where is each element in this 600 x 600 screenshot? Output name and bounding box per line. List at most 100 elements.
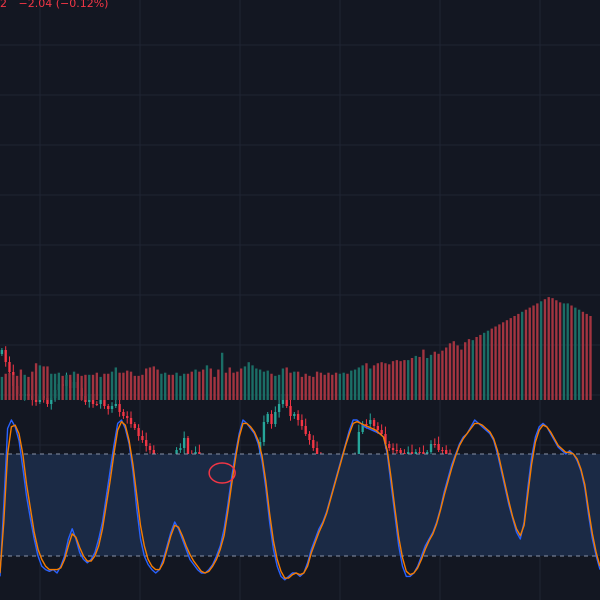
volume-bar [399, 361, 402, 400]
volume-bar [539, 301, 543, 400]
volume-bar [346, 373, 349, 400]
volume-bar [467, 339, 471, 400]
volume-bar [262, 371, 266, 400]
volume-bar [0, 376, 4, 400]
volume-bar [296, 371, 300, 400]
candle-body [429, 444, 433, 452]
volume-bar [183, 373, 186, 400]
volume-bar [239, 368, 243, 400]
volume-bar [437, 353, 440, 400]
volume-bar [422, 349, 425, 400]
volume-bar [395, 360, 399, 400]
volume-bar [76, 373, 80, 400]
volume-bar [179, 375, 182, 400]
volume-bar [137, 375, 140, 400]
candle-body [118, 404, 121, 412]
volume-bar [308, 375, 311, 400]
volume-bar [50, 373, 53, 400]
candle-body [308, 434, 311, 440]
volume-bar [323, 374, 326, 400]
price-change: −2.04 (−0.12%) [18, 0, 109, 10]
candle-body [410, 452, 414, 454]
volume-bar [201, 369, 205, 400]
volume-bar [570, 305, 573, 400]
volume-bar [148, 367, 152, 400]
candle-body [391, 448, 395, 450]
volume-bar [194, 369, 197, 400]
volume-bar [126, 370, 129, 400]
candle-body [300, 420, 304, 426]
volume-bar [53, 373, 57, 400]
volume-bar [551, 298, 554, 400]
volume-bar [103, 373, 106, 400]
candle-body [426, 452, 429, 454]
volume-bar [277, 374, 281, 400]
volume-bar [266, 370, 269, 400]
volume-bar [300, 376, 304, 400]
volume-bar [528, 307, 531, 400]
volume-bar [331, 374, 334, 400]
volume-bar [258, 369, 262, 400]
volume-bar [315, 371, 319, 400]
volume-bar [555, 300, 558, 400]
volume-bar [452, 341, 455, 400]
volume-bar [494, 326, 497, 400]
volume-bar [391, 361, 395, 400]
candle-body [145, 440, 148, 446]
candle-body [141, 436, 144, 440]
volume-bar [247, 362, 250, 400]
volume-bar [175, 372, 178, 400]
volume-bar [217, 369, 220, 400]
volume-bar [80, 375, 83, 400]
candle-body [274, 412, 277, 424]
price-header: 2 −2.04 (−0.12%) [0, 0, 116, 10]
volume-bar [186, 373, 190, 400]
volume-bar [88, 374, 91, 400]
candle-body [183, 438, 186, 448]
volume-series [0, 297, 592, 400]
volume-bar [167, 374, 171, 400]
volume-bar [498, 324, 501, 400]
volume-bar [38, 365, 42, 400]
candle-body [133, 424, 136, 428]
candle-body [380, 430, 383, 434]
candle-body [126, 416, 129, 418]
candle-body [293, 414, 296, 416]
volume-bar [198, 371, 201, 400]
candle-body [403, 453, 406, 454]
candle-body [95, 404, 99, 405]
volume-bar [357, 367, 361, 400]
volume-bar [152, 366, 155, 400]
volume-bar [433, 351, 436, 400]
candle-body [372, 420, 376, 426]
volume-bar [589, 316, 592, 400]
volume-bar [46, 366, 49, 400]
candle-body [50, 398, 53, 404]
volume-bar [585, 313, 588, 400]
volume-bar [114, 367, 117, 400]
volume-bar [285, 367, 288, 400]
volume-bar [456, 345, 459, 400]
candle-body [441, 450, 444, 451]
volume-bar [228, 367, 231, 400]
volume-bar [171, 374, 174, 400]
volume-bar [490, 328, 493, 400]
candle-body [289, 406, 292, 416]
volume-bar [479, 334, 482, 400]
candle-body [34, 400, 38, 402]
candle-body [4, 350, 7, 362]
volume-bar [566, 303, 569, 400]
volume-bar [209, 368, 212, 400]
candle-body [277, 404, 281, 412]
volume-bar [122, 372, 125, 400]
volume-bar [304, 373, 307, 400]
candle-body [365, 424, 368, 425]
volume-bar [4, 373, 7, 400]
candle-body [376, 426, 380, 430]
volume-bar [31, 371, 34, 400]
volume-bar [513, 316, 516, 400]
candle-body [266, 414, 269, 422]
stochastic-lines [0, 419, 600, 581]
volume-bar [388, 364, 391, 400]
